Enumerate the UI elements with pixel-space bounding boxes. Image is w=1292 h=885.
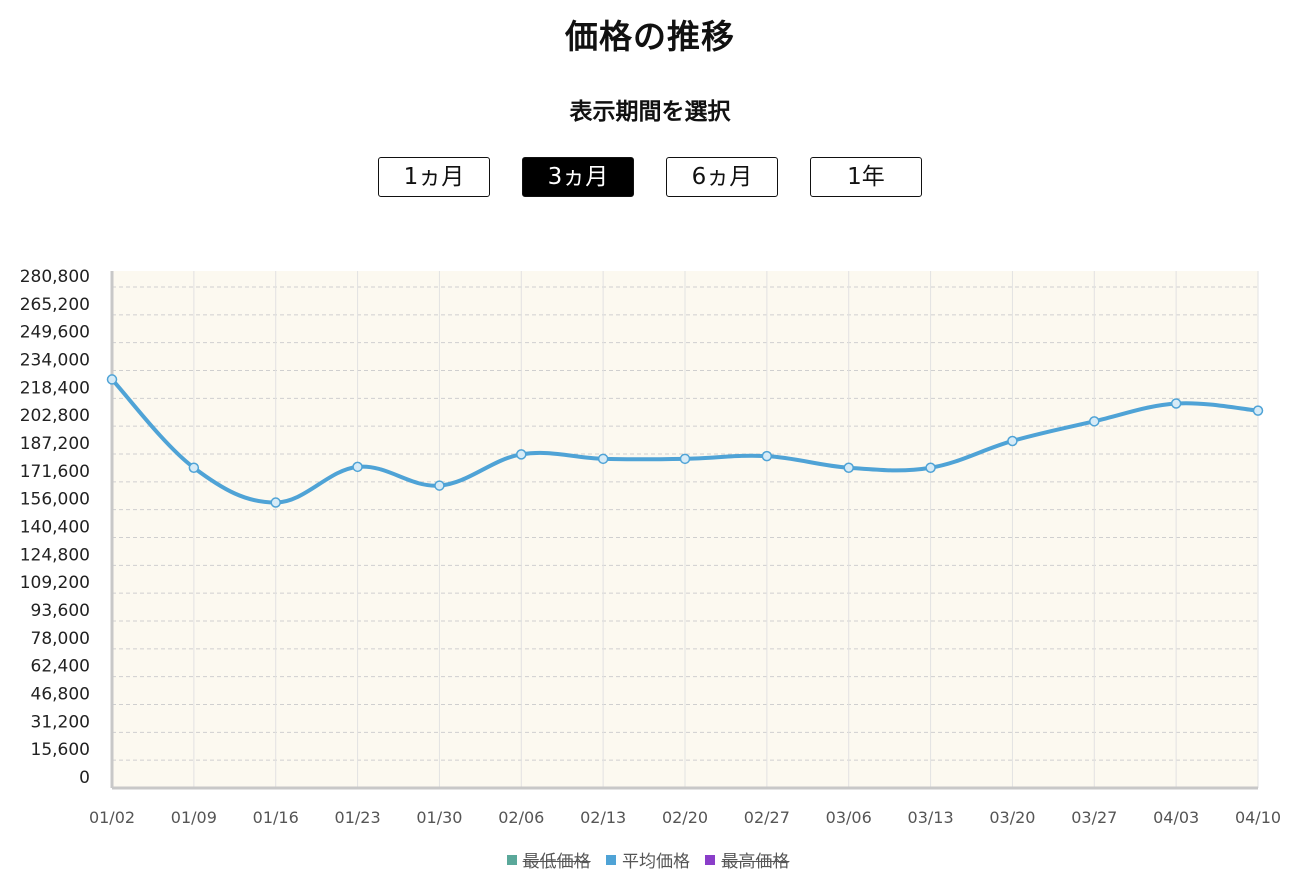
data-point: [516, 449, 527, 460]
x-tick-label: 02/27: [744, 808, 790, 827]
x-tick-label: 03/20: [989, 808, 1035, 827]
y-tick-label: 171,600: [20, 462, 90, 482]
x-tick-label: 03/27: [1071, 808, 1117, 827]
x-tick-label: 01/30: [416, 808, 462, 827]
chart-legend: 最低価格 平均価格 最高価格: [0, 847, 1292, 872]
x-tick-label: 01/09: [171, 808, 217, 827]
period-button-6-months[interactable]: 6ヵ月: [666, 157, 778, 197]
vertical-gridlines: [193, 271, 1259, 788]
period-button-3-months[interactable]: 3ヵ月: [522, 157, 634, 197]
data-point: [270, 497, 281, 508]
data-point: [1007, 435, 1018, 447]
y-tick-label: 62,400: [31, 657, 90, 677]
chart-axes: [110, 271, 1258, 790]
data-point: [925, 462, 936, 473]
legend-item-avg-price[interactable]: 平均価格: [606, 847, 690, 872]
legend-item-max-price[interactable]: 最高価格: [705, 847, 789, 872]
data-point: [679, 453, 691, 465]
x-tick-label: 03/06: [826, 808, 872, 827]
y-tick-label: 15,600: [31, 740, 90, 760]
y-tick-label: 218,400: [20, 378, 90, 398]
x-tick-label: 01/02: [89, 808, 135, 827]
period-button-1-month[interactable]: 1ヵ月: [378, 157, 490, 197]
series-average-price: [106, 374, 1264, 508]
data-point: [1252, 405, 1264, 416]
price-chart: 0 15,600 31,200 46,800 62,400 78,000 93,600 109…: [20, 267, 1281, 827]
y-tick-label: 124,800: [20, 545, 90, 565]
x-tick-label: 02/20: [662, 808, 708, 827]
legend-swatch-avg: [606, 855, 616, 865]
y-axis-tick-labels: 0 15,600 31,200 46,800 62,400 78,000 93,600 109…: [20, 267, 90, 788]
data-point: [597, 453, 609, 465]
legend-swatch-max: [705, 855, 716, 865]
data-point: [761, 450, 773, 462]
x-tick-label: 02/06: [498, 808, 544, 827]
y-tick-label: 140,400: [20, 518, 90, 538]
y-tick-label: 202,800: [20, 406, 90, 426]
period-selector-heading: 表示期間を選択: [569, 99, 731, 125]
x-tick-label: 04/10: [1235, 808, 1281, 827]
data-point: [434, 480, 445, 491]
y-tick-label: 109,200: [20, 573, 90, 593]
legend-label-max: 最高価格: [721, 852, 790, 872]
x-tick-label: 01/16: [253, 808, 299, 827]
data-point: [352, 461, 363, 473]
x-tick-label: 01/23: [335, 808, 381, 827]
y-tick-label: 249,600: [20, 323, 90, 343]
x-axis-tick-labels: 01/02 01/09 01/16 01/23 01/30 02/06 02/13 02/20…: [89, 808, 1281, 827]
x-tick-label: 02/13: [580, 808, 626, 827]
data-point: [843, 462, 854, 473]
y-tick-label: 265,200: [20, 295, 90, 315]
horizontal-gridlines: [112, 286, 1258, 761]
y-tick-label: 0: [79, 768, 90, 788]
page-title: 価格の推移: [565, 17, 735, 56]
y-tick-label: 156,000: [20, 490, 90, 510]
y-tick-label: 78,000: [31, 629, 90, 649]
legend-label-avg: 平均価格: [622, 852, 690, 872]
period-button-1-year[interactable]: 1年: [810, 157, 922, 197]
y-tick-label: 93,600: [31, 601, 90, 621]
data-point: [188, 462, 200, 473]
y-tick-label: 187,200: [20, 434, 90, 454]
legend-label-min: 最低価格: [522, 852, 591, 872]
legend-swatch-min: [506, 855, 517, 865]
data-point: [1170, 398, 1182, 409]
y-tick-label: 46,800: [31, 685, 90, 705]
data-point: [106, 374, 118, 385]
y-tick-label: 234,000: [20, 351, 90, 371]
legend-item-min-price[interactable]: 最低価格: [506, 847, 591, 872]
y-tick-label: 31,200: [31, 712, 90, 732]
data-point: [1089, 416, 1100, 427]
x-tick-label: 04/03: [1153, 808, 1199, 827]
y-tick-label: 280,800: [20, 267, 90, 287]
x-tick-label: 03/13: [908, 808, 954, 827]
